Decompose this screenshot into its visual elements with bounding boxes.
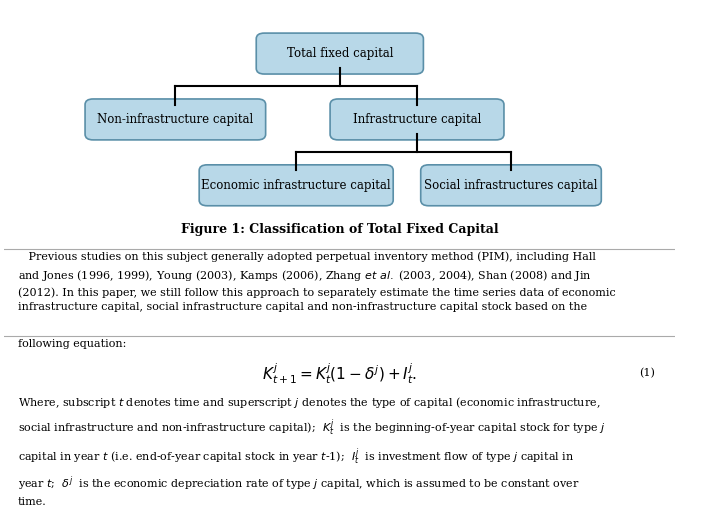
Text: Non-infrastructure capital: Non-infrastructure capital bbox=[97, 113, 253, 126]
FancyBboxPatch shape bbox=[330, 99, 504, 140]
Text: Social infrastructures capital: Social infrastructures capital bbox=[424, 179, 597, 192]
Text: Economic infrastructure capital: Economic infrastructure capital bbox=[201, 179, 391, 192]
FancyBboxPatch shape bbox=[199, 165, 393, 206]
FancyBboxPatch shape bbox=[420, 165, 601, 206]
Text: Figure 1: Classification of Total Fixed Capital: Figure 1: Classification of Total Fixed … bbox=[181, 223, 499, 236]
Text: Total fixed capital: Total fixed capital bbox=[287, 47, 393, 60]
Text: Where, subscript $t$ denotes time and superscript $j$ denotes the type of capita: Where, subscript $t$ denotes time and su… bbox=[17, 395, 605, 507]
Text: (1): (1) bbox=[640, 368, 656, 379]
FancyBboxPatch shape bbox=[85, 99, 266, 140]
Text: Previous studies on this subject generally adopted perpetual inventory method (P: Previous studies on this subject general… bbox=[17, 251, 616, 312]
Text: following equation:: following equation: bbox=[17, 339, 126, 349]
Text: Infrastructure capital: Infrastructure capital bbox=[353, 113, 481, 126]
FancyBboxPatch shape bbox=[256, 33, 423, 74]
Text: $K_{t+1}^{j} = K_{t}^{j}\left(1-\delta^{j}\right)+I_{t}^{j}.$: $K_{t+1}^{j} = K_{t}^{j}\left(1-\delta^{… bbox=[262, 361, 417, 386]
